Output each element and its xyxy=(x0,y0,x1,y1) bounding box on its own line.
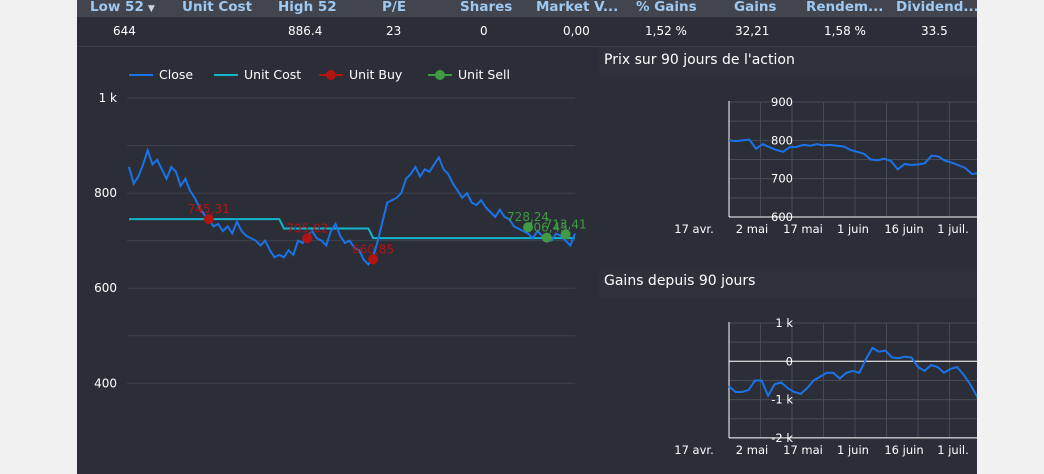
legend-label: Unit Cost xyxy=(244,67,301,82)
column-header-low-52[interactable]: Low 52 ▼ xyxy=(90,0,166,17)
y-tick-label: 600 xyxy=(771,210,793,224)
unit-buy-point xyxy=(203,214,214,225)
chart-card-header xyxy=(599,268,977,298)
cell-rendement: 1,58 % xyxy=(824,24,866,38)
y-tick-label: 0 xyxy=(786,354,793,368)
legend-label: Unit Sell xyxy=(458,67,510,82)
cell-gains: 32,21 xyxy=(735,24,770,38)
chart-title-90-day-gains: Gains depuis 90 jours xyxy=(604,273,756,289)
series-unit-cost xyxy=(129,218,575,240)
unit-buy-point xyxy=(302,233,313,244)
cell-shares: 0 xyxy=(480,24,488,38)
data-label: 706,45 xyxy=(526,221,568,235)
y-tick-label: 800 xyxy=(94,186,117,200)
cell-low-52: 644 xyxy=(113,24,136,38)
table-header: Low 52 ▼ Unit Cost High 52 P/E Shares Mar… xyxy=(77,0,977,17)
chart-card-header xyxy=(599,47,977,77)
x-tick-label: 1 juin xyxy=(837,443,869,457)
x-tick-label: 16 juin xyxy=(884,222,923,236)
column-header-pct-gains[interactable]: % Gains xyxy=(636,0,697,15)
y-tick-label: 400 xyxy=(94,376,117,390)
x-tick-label: 17 avr. xyxy=(674,443,713,457)
plot-area: 1 k 0 -1 k -2 k 17 avr. 2 mai 17 mai 1 juin 16 j… xyxy=(674,316,977,457)
unit-buy-point xyxy=(368,254,379,265)
unit-sell-point xyxy=(560,229,571,240)
legend-label: Unit Buy xyxy=(349,67,403,82)
y-tick-label: 1 k xyxy=(775,316,793,330)
sort-desc-icon[interactable]: ▼ xyxy=(147,4,155,14)
y-tick-label: 600 xyxy=(94,281,117,295)
column-header-shares[interactable]: Shares xyxy=(460,0,513,15)
column-header-rendement[interactable]: Rendem... xyxy=(806,0,884,15)
x-tick-label: 2 mai xyxy=(736,443,768,457)
x-tick-label: 1 juin xyxy=(837,222,869,236)
y-tick-label: -1 k xyxy=(771,393,793,407)
column-header-label: Low 52 xyxy=(90,0,144,15)
unit-sell-point xyxy=(541,232,552,243)
x-tick-label: 17 avr. xyxy=(674,222,713,236)
series-close xyxy=(128,147,576,267)
data-label: 705,02 xyxy=(286,221,328,235)
data-label: 660,85 xyxy=(352,242,394,256)
column-header-gains[interactable]: Gains xyxy=(734,0,777,15)
series-line xyxy=(728,138,977,176)
column-header-market-value[interactable]: Market V... xyxy=(536,0,619,15)
x-tick-label: 1 juil. xyxy=(937,222,969,236)
legend-marker xyxy=(326,70,336,80)
column-header-pe[interactable]: P/E xyxy=(382,0,407,15)
cell-high-52: 886.4 xyxy=(288,24,323,38)
cell-market-value: 0,00 xyxy=(563,24,590,38)
x-tick-label: 2 mai xyxy=(736,222,768,236)
cell-pct-gains: 1,52 % xyxy=(645,24,687,38)
series-line xyxy=(728,346,977,399)
column-header-unit-cost[interactable]: Unit Cost xyxy=(182,0,253,15)
cell-dividend: 33.5 xyxy=(921,24,948,38)
legend-label: Close xyxy=(159,67,193,82)
chart-title-90-day-price: Prix sur 90 jours de l'action xyxy=(604,52,795,68)
price-90-day-chart[interactable]: 900 800 700 600 17 avr. 2 mai 17 mai 1 juin 16 j… xyxy=(599,82,977,248)
data-label: 728,24 xyxy=(507,210,549,224)
plot-area: 900 800 700 600 17 avr. 2 mai 17 mai 1 juin 16 j… xyxy=(674,95,977,236)
column-header-high-52[interactable]: High 52 xyxy=(278,0,337,15)
x-tick-label: 1 juil. xyxy=(937,443,969,457)
cell-pe: 23 xyxy=(386,24,402,38)
y-tick-label: 1 k xyxy=(99,91,117,105)
y-tick-label: 800 xyxy=(771,133,793,147)
price-history-chart[interactable]: 1 k 800 600 400 Close Unit Cost Unit Buy Unit S… xyxy=(77,47,599,474)
legend-marker xyxy=(435,70,445,80)
x-tick-label: 17 mai xyxy=(783,222,823,236)
column-header-dividend[interactable]: Dividend... xyxy=(896,0,977,15)
y-tick-label: 700 xyxy=(771,172,793,186)
dashboard-panel: Low 52 ▼ Unit Cost High 52 P/E Shares Mar… xyxy=(77,0,977,474)
unit-sell-point xyxy=(523,222,534,233)
table-row[interactable]: 644 886.4 23 0 0,00 1,52 % 32,21 1,58 % … xyxy=(77,17,977,47)
gains-90-day-chart[interactable]: 1 k 0 -1 k -2 k 17 avr. 2 mai 17 mai 1 juin 16 j… xyxy=(599,305,977,474)
data-label: 713,41 xyxy=(545,217,587,231)
y-tick-label: 900 xyxy=(771,95,793,109)
y-tick-label: -2 k xyxy=(771,431,793,445)
x-tick-label: 17 mai xyxy=(783,443,823,457)
data-label: 745,31 xyxy=(188,202,230,216)
x-tick-label: 16 juin xyxy=(884,443,923,457)
